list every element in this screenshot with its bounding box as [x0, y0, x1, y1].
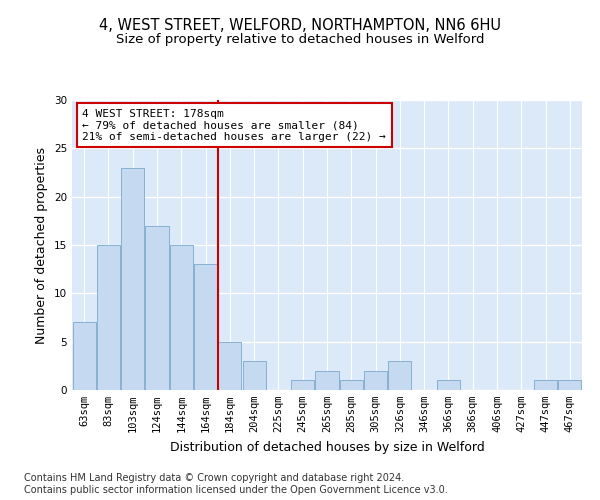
- Bar: [559, 380, 581, 390]
- Bar: [291, 380, 314, 390]
- Y-axis label: Number of detached properties: Number of detached properties: [35, 146, 49, 344]
- Bar: [534, 380, 557, 390]
- Text: 4 WEST STREET: 178sqm
← 79% of detached houses are smaller (84)
21% of semi-deta: 4 WEST STREET: 178sqm ← 79% of detached …: [82, 108, 386, 142]
- Bar: [437, 380, 460, 390]
- Bar: [73, 322, 95, 390]
- Bar: [121, 168, 144, 390]
- Text: Contains HM Land Registry data © Crown copyright and database right 2024.
Contai: Contains HM Land Registry data © Crown c…: [24, 474, 448, 495]
- Bar: [194, 264, 217, 390]
- Bar: [388, 361, 412, 390]
- Text: 4, WEST STREET, WELFORD, NORTHAMPTON, NN6 6HU: 4, WEST STREET, WELFORD, NORTHAMPTON, NN…: [99, 18, 501, 32]
- Bar: [145, 226, 169, 390]
- Bar: [170, 245, 193, 390]
- Text: Size of property relative to detached houses in Welford: Size of property relative to detached ho…: [116, 32, 484, 46]
- X-axis label: Distribution of detached houses by size in Welford: Distribution of detached houses by size …: [170, 440, 484, 454]
- Bar: [242, 361, 266, 390]
- Bar: [218, 342, 241, 390]
- Bar: [340, 380, 363, 390]
- Bar: [316, 370, 338, 390]
- Bar: [364, 370, 387, 390]
- Bar: [97, 245, 120, 390]
